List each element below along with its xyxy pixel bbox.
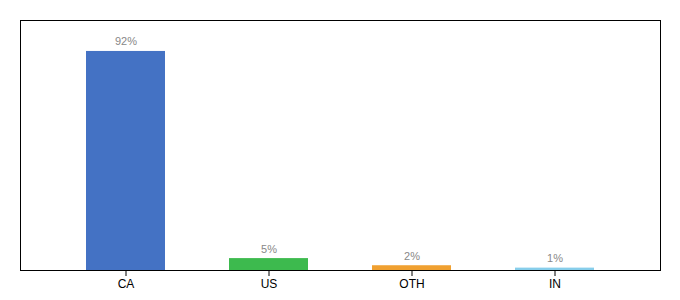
svg-text:5%: 5%: [261, 243, 277, 255]
svg-text:1%: 1%: [547, 252, 563, 264]
svg-text:2%: 2%: [404, 250, 420, 262]
svg-text:92%: 92%: [115, 35, 137, 47]
svg-text:OTH: OTH: [399, 277, 424, 291]
svg-text:IN: IN: [549, 277, 561, 291]
svg-text:CA: CA: [118, 277, 135, 291]
svg-text:US: US: [261, 277, 278, 291]
